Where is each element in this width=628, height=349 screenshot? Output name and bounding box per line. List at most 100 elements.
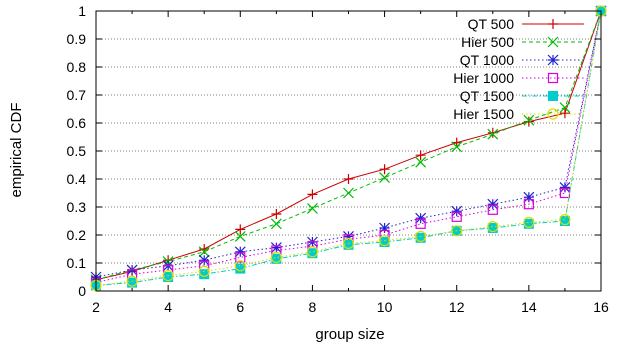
data-point [415, 156, 427, 168]
y-tick-label: 0.3 [67, 199, 87, 215]
data-point [415, 230, 427, 242]
data-point [306, 246, 319, 258]
data-point [270, 251, 282, 263]
y-tick-label: 0 [78, 283, 86, 299]
y-tick-label: 0.1 [67, 255, 87, 271]
data-point [451, 211, 462, 222]
data-point [487, 128, 499, 140]
data-point [559, 102, 571, 114]
data-point [415, 212, 427, 224]
data-point [270, 218, 282, 230]
data-point [162, 270, 174, 282]
x-tick-label: 6 [236, 299, 244, 315]
data-point [487, 198, 499, 210]
data-point [451, 225, 463, 237]
x-tick-label: 16 [593, 299, 609, 315]
data-point [559, 108, 570, 119]
x-tick-label: 10 [377, 299, 393, 315]
data-point [523, 218, 534, 229]
legend-label: Hier 1500 [453, 106, 514, 122]
y-tick-label: 0.7 [67, 87, 87, 103]
data-point [234, 230, 246, 242]
data-point [415, 232, 426, 243]
data-point [547, 72, 559, 84]
data-point [378, 235, 391, 247]
data-point [271, 253, 282, 264]
data-point [198, 265, 210, 277]
data-point [559, 214, 571, 226]
legend-entry: Hier 1000 [453, 70, 584, 86]
data-point [559, 216, 570, 226]
data-point [547, 36, 559, 48]
data-point [343, 230, 354, 242]
y-tick-label: 0.5 [67, 143, 87, 159]
legend-entry: QT 1500 [460, 88, 584, 104]
data-point [198, 246, 210, 258]
data-point [235, 252, 246, 263]
data-point [548, 19, 558, 29]
y-tick-label: 0.6 [67, 115, 87, 131]
series-layer [90, 5, 607, 291]
data-point [127, 277, 138, 288]
data-point [415, 150, 426, 161]
data-point [487, 223, 498, 233]
legend-label: Hier 500 [461, 34, 514, 50]
tick-labels: 00.10.20.30.40.50.60.70.80.912 4 6 8 10 12 14 1… [67, 3, 609, 315]
legend-label: QT 500 [468, 16, 515, 32]
legend-label: Hier 1000 [453, 70, 514, 86]
y-tick-label: 0.2 [67, 227, 87, 243]
series-line [95, 10, 602, 278]
data-point [451, 141, 463, 153]
series-line [95, 10, 602, 286]
data-point [126, 275, 138, 287]
data-point [379, 222, 390, 234]
data-point [199, 269, 210, 280]
data-point [235, 263, 246, 274]
axes [95, 10, 602, 292]
y-tick-label: 0.4 [67, 171, 87, 187]
data-point [198, 254, 210, 266]
data-point [271, 209, 282, 219]
series-line [95, 10, 602, 284]
data-point [343, 187, 354, 199]
legend-entry: Hier 500 [461, 34, 584, 50]
data-point [379, 172, 390, 184]
data-point [307, 202, 318, 214]
data-point [234, 260, 246, 272]
data-point [547, 108, 559, 120]
legend-label: QT 1000 [460, 52, 514, 68]
legend-label: QT 1500 [460, 88, 514, 104]
y-axis-label: empirical CDF [8, 102, 25, 197]
data-point [163, 272, 174, 282]
data-point [234, 246, 246, 258]
data-point [548, 91, 558, 101]
y-tick-label: 1 [78, 3, 86, 19]
y-tick-label: 0.9 [67, 31, 87, 47]
x-axis-label: group size [315, 326, 384, 343]
data-point [451, 205, 463, 217]
data-point [343, 239, 354, 250]
data-point [307, 189, 318, 200]
x-tick-label: 2 [92, 299, 100, 315]
y-tick-label: 0.8 [67, 59, 87, 75]
legend-entry: QT 500 [468, 16, 584, 32]
data-point [379, 164, 390, 175]
data-point [523, 191, 535, 203]
data-point [415, 218, 426, 229]
grid-lines [96, 38, 601, 264]
legend: QT 500 Hier 500 QT 1000 Hier 1000 QT 1500 Hie… [453, 16, 584, 122]
data-point [307, 248, 318, 259]
data-point [342, 237, 355, 249]
data-point [451, 137, 462, 148]
data-point [523, 199, 534, 210]
series-qt-1500 [91, 6, 606, 291]
legend-entry: QT 1000 [460, 52, 584, 68]
data-point [343, 174, 354, 184]
x-tick-label: 14 [521, 299, 537, 315]
legend-entry: Hier 1500 [453, 106, 584, 122]
data-point [523, 114, 535, 126]
data-point [235, 224, 246, 235]
data-point [379, 237, 390, 247]
data-point [270, 242, 282, 254]
